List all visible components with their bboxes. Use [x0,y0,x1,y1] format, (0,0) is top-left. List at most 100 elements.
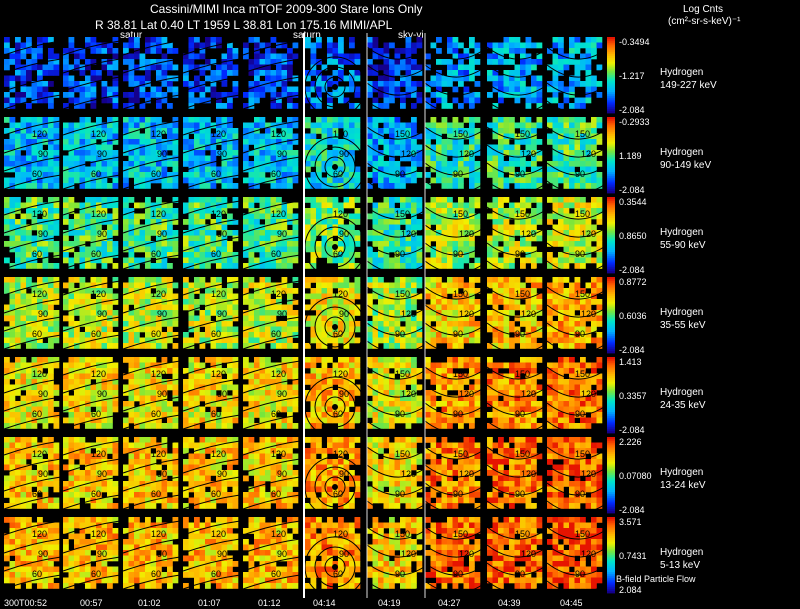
contour-label: 120 [271,449,287,459]
contour-label: 120 [211,449,227,459]
colorbar-mid-label: 1.189 [619,151,642,161]
heatmap-panel [122,117,181,190]
heatmap-panel [242,357,301,430]
contour-label: 90 [157,309,168,319]
contour-label: 120 [581,549,597,559]
contour-label: 90 [575,489,586,499]
time-tick-label: 01:07 [198,598,221,608]
contour-label: 90 [217,549,228,559]
colorbar-mid-label: 0.07080 [619,471,652,481]
contour-label: 120 [401,549,417,559]
species-label: Hydrogen [660,67,704,78]
contour-label: 60 [271,489,282,499]
contour-label: 90 [217,389,228,399]
heatmap-panel [62,197,121,270]
contour-label: 120 [91,369,107,379]
heatmap-panel [3,117,62,190]
contour-label: 90 [97,469,108,479]
heatmap-panel [242,517,301,590]
energy-range-label: 24-35 keV [660,400,706,411]
colorbar-min-label: -2.084 [619,425,645,435]
heatmap-panel [304,117,366,198]
contour-label: 60 [333,569,344,579]
contour-label: 90 [515,329,526,339]
contour-label: 60 [91,169,102,179]
contour-label: 120 [401,389,417,399]
contour-label: 150 [395,209,411,219]
contour-label: 120 [32,289,48,299]
contour-label: 90 [395,569,406,579]
contour-label: 120 [333,449,349,459]
time-tick-label: 04:39 [498,598,521,608]
contour-label: 60 [91,489,102,499]
contour-label: 90 [38,549,49,559]
colorbar-min-label: -2.084 [619,505,645,515]
species-label: Hydrogen [660,307,704,318]
heatmap-panel [304,277,366,358]
contour-label: 150 [395,369,411,379]
contour-label: 120 [151,129,167,139]
time-tick-label: 04:14 [313,598,336,608]
heatmap-panel [486,357,545,434]
contour-label: 60 [211,569,222,579]
contour-label: 120 [91,209,107,219]
contour-label: 90 [453,409,464,419]
saturn-label-left: satur [120,30,143,41]
contour-label: 90 [453,569,464,579]
heatmap-panel [62,517,121,590]
heatmap-panel [3,357,62,430]
species-label: Hydrogen [660,547,704,558]
contour-label: 120 [91,289,107,299]
heatmap-panel [486,117,545,194]
contour-label: 90 [38,149,49,159]
heatmap-panel [182,517,241,590]
contour-label: 90 [515,169,526,179]
energy-range-label: 90-149 keV [660,160,712,171]
time-tick-label: 04:27 [438,598,461,608]
contour-label: 120 [91,449,107,459]
heatmap-panel [486,437,545,514]
heatmap-panel [304,357,366,438]
colorbar-max-label: 0.3544 [619,197,647,207]
heatmap-panel [424,37,483,114]
contour-label: 120 [521,309,537,319]
contour-label: 90 [97,149,108,159]
contour-label: 90 [575,569,586,579]
contour-label: 90 [277,389,288,399]
contour-label: 120 [32,369,48,379]
contour-label: 60 [32,409,43,419]
heatmap-panel [366,37,425,114]
heatmap-panel [304,437,366,518]
colorbar-mid-label: 0.8650 [619,231,647,241]
heatmap-panel [546,437,605,514]
contour-label: 150 [515,209,531,219]
heatmap-panel [424,277,483,354]
contour-label: 120 [581,309,597,319]
contour-label: 120 [271,529,287,539]
contour-label: 90 [157,389,168,399]
contour-label: 120 [401,149,417,159]
contour-label: 90 [453,329,464,339]
contour-label: 90 [277,149,288,159]
colorbar-mid-label: 0.6036 [619,311,647,321]
contour-label: 60 [91,329,102,339]
heatmap-panel [122,437,181,510]
contour-label: 150 [453,129,469,139]
heatmap-panel [546,37,605,114]
heatmap-panel [366,117,425,194]
heatmap-panel [182,197,241,270]
contour-label: 120 [521,469,537,479]
time-tick-label: 04:45 [560,598,583,608]
heatmap-panel [424,437,483,514]
contour-label: 150 [453,209,469,219]
time-tick-label: 04:19 [378,598,401,608]
contour-label: 90 [395,249,406,259]
contour-label: 120 [333,129,349,139]
contour-label: 150 [515,449,531,459]
contour-label: 90 [38,229,49,239]
contour-label: 90 [453,489,464,499]
contour-label: 120 [581,469,597,479]
colorbar [607,437,615,514]
contour-label: 60 [91,409,102,419]
